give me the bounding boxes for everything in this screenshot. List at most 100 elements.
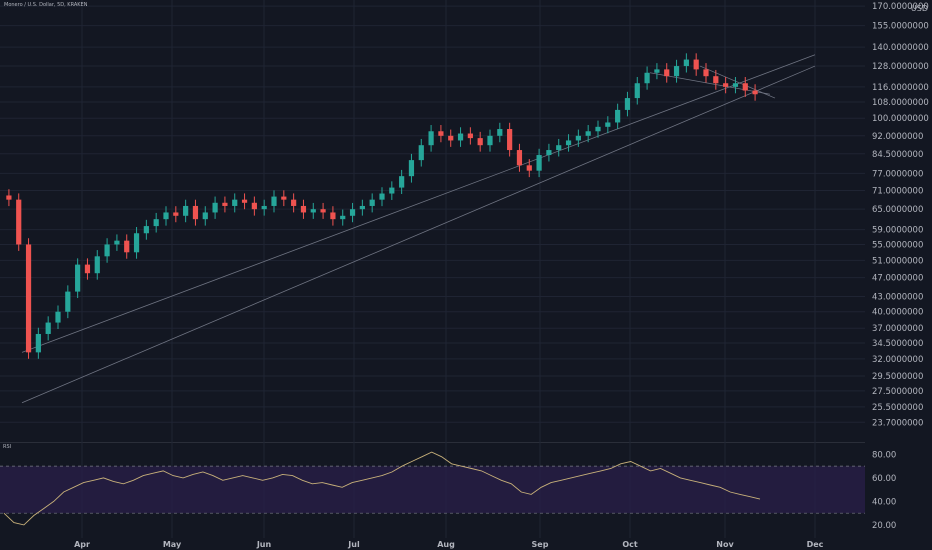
candle-body — [438, 131, 444, 136]
price-tick-label: 140.0000000 — [872, 43, 929, 53]
price-tick-label: 116.0000000 — [872, 83, 929, 93]
candle-body — [330, 212, 336, 220]
price-tick-label: 51.0000000 — [872, 256, 923, 266]
price-tick-label: 32.0000000 — [872, 355, 923, 365]
candle-body — [723, 83, 729, 87]
candle-body — [673, 66, 680, 77]
candle-body — [457, 133, 464, 141]
candle-body — [477, 138, 483, 146]
candle-body — [732, 83, 739, 87]
candle-body — [359, 205, 365, 210]
trendline — [21, 54, 816, 353]
candle-body — [55, 311, 61, 323]
candle-body — [487, 135, 493, 146]
candle-body — [35, 333, 41, 353]
candle-body — [389, 187, 395, 194]
candle-body — [84, 264, 91, 274]
price-tick-label: 47.0000000 — [872, 274, 923, 284]
candle-body — [713, 76, 719, 84]
candle-body — [418, 145, 424, 161]
candle-body — [752, 90, 758, 95]
candle-body — [340, 215, 346, 220]
candle-body — [114, 240, 120, 245]
price-tick-label: 59.0000000 — [872, 226, 923, 236]
candle-body — [546, 150, 552, 156]
candle-body — [369, 199, 375, 206]
price-tick-label: 27.5000000 — [872, 387, 923, 397]
candle-body — [448, 135, 454, 141]
candle-body — [595, 126, 601, 132]
candle-body — [693, 59, 699, 70]
trendline — [21, 65, 816, 404]
candle-body — [624, 98, 631, 110]
price-tick-label: 84.5000000 — [872, 150, 923, 160]
month-tick-label: Oct — [622, 540, 638, 549]
price-tick-label: 23.7000000 — [872, 418, 923, 428]
rsi-tick-label: 40.00 — [872, 497, 896, 507]
month-tick-label: Jul — [347, 540, 360, 549]
candle-body — [575, 135, 581, 141]
candle-body — [585, 131, 591, 136]
candle-body — [124, 240, 130, 253]
month-tick-label: Jun — [256, 540, 272, 549]
panel-divider — [0, 442, 865, 443]
price-tick-label: 34.5000000 — [872, 339, 923, 349]
price-tick-label: 92.0000000 — [872, 132, 923, 142]
candle-body — [310, 209, 316, 213]
candle-body — [281, 196, 287, 200]
candle-body — [467, 133, 473, 139]
candle-body — [143, 226, 149, 234]
price-tick-label: 155.0000000 — [872, 22, 929, 32]
candle-body — [6, 195, 12, 200]
rsi-tick-label: 80.00 — [872, 450, 896, 460]
price-tick-label: 55.0000000 — [872, 240, 923, 250]
candle-body — [556, 145, 562, 151]
candle-body — [163, 212, 169, 220]
candle-body — [507, 129, 513, 151]
price-tick-label: 71.0000000 — [872, 187, 923, 197]
candle-body — [516, 150, 523, 166]
candle-body — [94, 256, 100, 274]
candle-body — [565, 140, 572, 146]
candle-body — [654, 69, 660, 73]
price-tick-label: 170.0000000 — [872, 2, 929, 12]
candle-body — [25, 244, 32, 353]
candle-body — [742, 83, 748, 91]
rsi-line — [3, 451, 761, 526]
candle-body — [75, 264, 81, 292]
trendline — [649, 72, 771, 95]
candle-body — [271, 196, 277, 206]
candle-body — [222, 202, 228, 206]
price-tick-label: 29.5000000 — [872, 372, 923, 382]
candle-body — [605, 122, 611, 127]
candle-body — [251, 202, 257, 210]
candle-body — [202, 212, 208, 220]
price-tick-label: 43.0000000 — [872, 292, 923, 302]
candle-body — [291, 199, 297, 206]
candle-body — [153, 219, 159, 227]
candle-body — [261, 205, 267, 210]
symbol-header: Monero / U.S. Dollar, 5D, KRAKEN — [4, 2, 88, 8]
candle-body — [349, 209, 356, 216]
month-tick-label: Aug — [437, 540, 455, 549]
candle-body — [536, 155, 542, 171]
candle-body — [183, 205, 189, 216]
candle-body — [300, 205, 307, 213]
candle-body — [644, 72, 650, 84]
price-tick-label: 25.5000000 — [872, 403, 923, 413]
month-tick-label: Apr — [74, 540, 90, 549]
candle-body — [634, 83, 640, 99]
price-tick-label: 37.0000000 — [872, 324, 923, 334]
candle-body — [683, 59, 689, 67]
candle-body — [65, 291, 71, 312]
month-tick-label: Dec — [807, 540, 824, 549]
candle-body — [212, 202, 218, 213]
candle-body — [320, 209, 326, 213]
price-tick-label: 77.0000000 — [872, 169, 923, 179]
candle-body — [133, 233, 140, 253]
month-tick-label: Sep — [532, 540, 549, 549]
candle-body — [232, 199, 238, 206]
price-tick-label: 100.0000000 — [872, 114, 929, 124]
